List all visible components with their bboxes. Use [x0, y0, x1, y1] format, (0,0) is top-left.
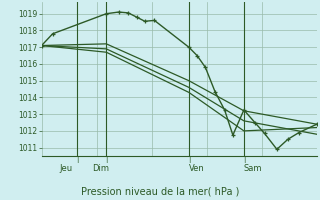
Text: Dim: Dim	[92, 164, 109, 173]
Text: |: |	[243, 156, 245, 163]
Text: |: |	[76, 156, 79, 163]
Text: |: |	[105, 156, 108, 163]
Text: Sam: Sam	[244, 164, 262, 173]
Text: Jeu: Jeu	[60, 164, 73, 173]
Text: Pression niveau de la mer( hPa ): Pression niveau de la mer( hPa )	[81, 186, 239, 196]
Text: Ven: Ven	[189, 164, 204, 173]
Text: |: |	[188, 156, 190, 163]
